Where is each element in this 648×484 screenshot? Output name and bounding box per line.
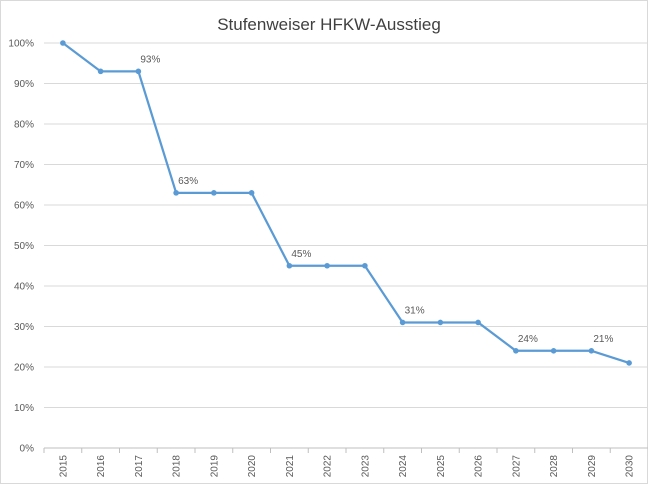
data-point — [97, 68, 104, 75]
y-tick-label: 90% — [14, 79, 34, 90]
x-tick-label: 2024 — [398, 455, 409, 478]
series-line-path — [62, 42, 630, 365]
data-point — [626, 360, 632, 366]
y-tick-label: 50% — [14, 241, 34, 252]
x-tick-label: 2026 — [474, 455, 485, 478]
y-tick-label: 100% — [8, 39, 34, 50]
y-tick-label: 70% — [14, 160, 34, 171]
y-tick-label: 0% — [20, 444, 35, 455]
y-tick-label: 30% — [14, 322, 34, 333]
data-label: 21% — [593, 334, 613, 345]
x-tick-label: 2015 — [58, 455, 69, 478]
data-label: 45% — [291, 249, 311, 260]
data-point — [475, 319, 481, 326]
x-tick-label: 2025 — [436, 455, 447, 478]
y-tick-label: 40% — [14, 282, 34, 293]
x-tick-label: 2022 — [323, 455, 334, 478]
series-line — [62, 42, 630, 365]
data-point — [211, 190, 217, 196]
data-point — [60, 40, 66, 46]
x-tick-label: 2027 — [511, 455, 522, 478]
gridlines — [44, 42, 648, 449]
x-axis-ticks: 2015 2016 2017 2018 2019 2020 2021 2022 2023 2024… — [43, 448, 636, 478]
x-tick-label: 2016 — [96, 455, 107, 478]
series-points — [60, 40, 632, 366]
data-label: 63% — [178, 176, 198, 187]
x-tick-label: 2021 — [285, 455, 296, 478]
x-tick-label: 2023 — [360, 455, 371, 478]
data-point — [324, 262, 330, 269]
y-tick-label: 20% — [14, 363, 34, 374]
data-point — [135, 68, 142, 75]
data-point — [362, 262, 368, 269]
x-tick-label: 2019 — [209, 455, 220, 478]
data-point — [286, 262, 293, 269]
x-tick-label: 2017 — [134, 455, 145, 478]
y-tick-label: 10% — [14, 403, 34, 414]
x-tick-label: 2029 — [587, 455, 598, 478]
data-point — [437, 319, 444, 326]
x-tick-label: 2018 — [172, 455, 183, 478]
data-point — [513, 348, 519, 354]
y-axis-ticks: 0% 10% 20% 30% 40% 50% 60% 70% 80% 90% 100% — [8, 39, 34, 455]
y-tick-label: 60% — [14, 201, 34, 212]
data-point — [588, 348, 595, 354]
data-point — [399, 319, 406, 326]
data-labels: 93% 63% 45% 31% 24% 21% — [140, 54, 613, 344]
data-label: 31% — [405, 305, 425, 316]
data-point — [173, 190, 179, 196]
data-label: 93% — [140, 54, 160, 65]
chart-title: Stufenweiser HFKW-Ausstieg — [217, 15, 441, 34]
data-point — [248, 190, 255, 196]
data-label: 24% — [518, 334, 538, 345]
x-tick-label: 2020 — [247, 455, 258, 478]
x-tick-label: 2028 — [549, 455, 560, 478]
data-point — [550, 348, 557, 354]
x-tick-label: 2030 — [625, 455, 636, 478]
y-tick-label: 80% — [14, 120, 34, 131]
